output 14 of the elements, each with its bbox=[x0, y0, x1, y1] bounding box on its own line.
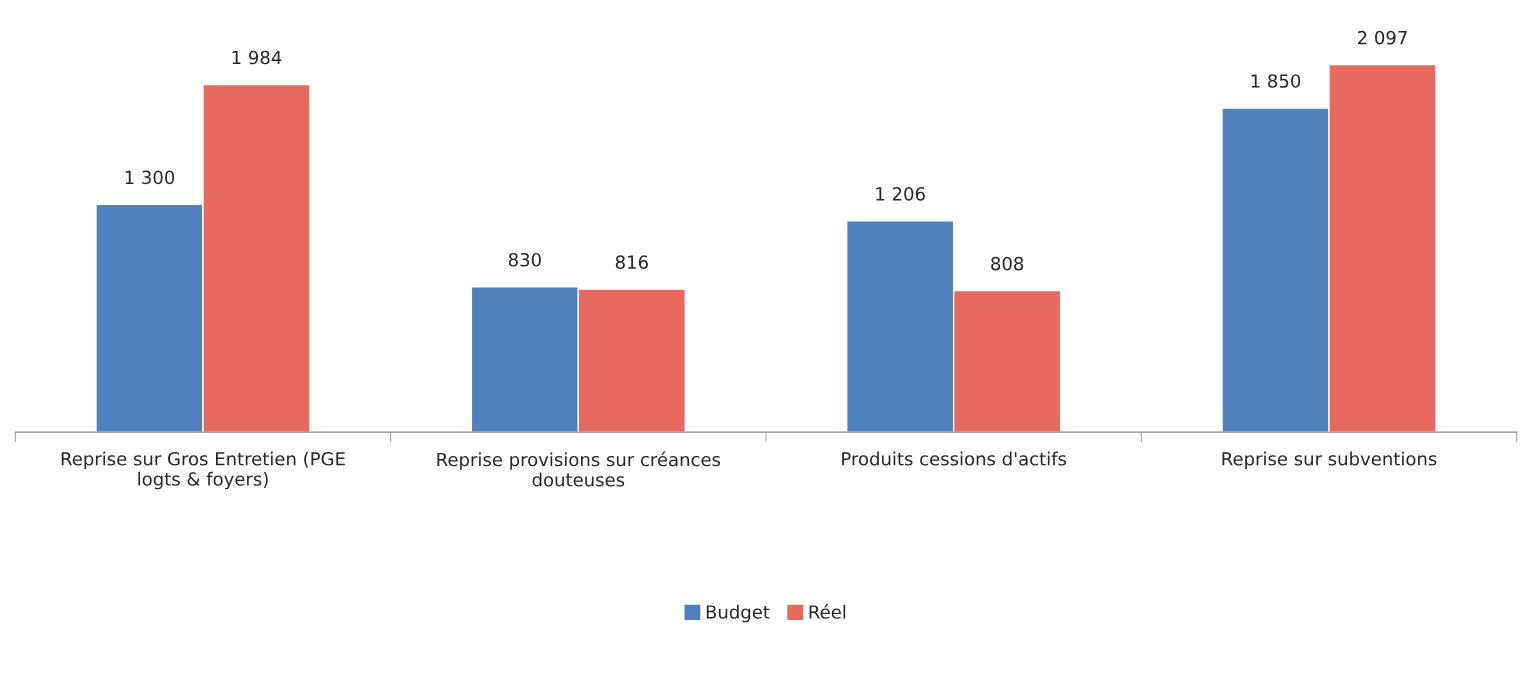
data-label: 2 097 bbox=[1357, 30, 1407, 45]
data-label: 830 bbox=[508, 252, 541, 267]
data-label: 1 300 bbox=[125, 170, 175, 185]
legend-label: Réel bbox=[809, 604, 846, 619]
data-label: 816 bbox=[615, 255, 648, 270]
x-tick-label: Reprise provisions sur créances douteuses bbox=[437, 451, 721, 487]
x-tick-label: Reprise sur subventions bbox=[1222, 451, 1437, 470]
data-label: 1 984 bbox=[232, 50, 282, 65]
data-label: 1 850 bbox=[1251, 74, 1301, 88]
x-tick-label: Produits cessions d'actifs bbox=[842, 451, 1067, 466]
x-tick-label: Reprise sur Gros Entretien (PGE logts & foyers) bbox=[61, 451, 345, 490]
data-label: 1 206 bbox=[876, 187, 925, 201]
data-label: 808 bbox=[991, 256, 1024, 271]
legend-label: Budget bbox=[706, 604, 770, 623]
